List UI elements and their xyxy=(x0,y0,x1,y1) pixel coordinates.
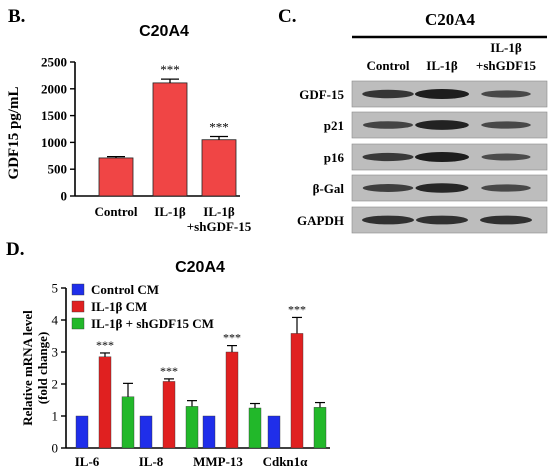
panel-d-bars: *** *** *** *** xyxy=(75,302,327,449)
panel-b-letter: B. xyxy=(8,6,25,27)
blot-band xyxy=(362,184,414,192)
x-category-label-il-1: IL-1β xyxy=(154,204,186,219)
significance-marker: *** xyxy=(160,364,178,378)
panel-c-letter: C. xyxy=(278,6,296,27)
lane-label-control: Control xyxy=(366,58,409,73)
blot-band xyxy=(415,89,469,99)
legend-swatch-control-cm xyxy=(71,283,85,296)
panel-d-x-labels: IL-6 IL-8 MMP-13 Cdkn1α xyxy=(75,454,308,469)
y-tick-label: 2 xyxy=(52,377,59,392)
bar-il-8-control-cm xyxy=(139,415,153,449)
bar-il-6-il-1-cm xyxy=(98,356,112,449)
y-tick-label: 2500 xyxy=(41,55,67,70)
bar-il-6-il-1-shgdf15-cm xyxy=(121,396,135,449)
panel-d-letter: D. xyxy=(6,239,24,260)
bar-mmp-13-control-cm xyxy=(202,415,216,449)
legend-label-il-1-cm: IL-1β CM xyxy=(91,299,147,314)
panel-d-title: C20A4 xyxy=(175,259,225,276)
blot-band xyxy=(481,90,531,98)
x-category-label-mmp-13: MMP-13 xyxy=(193,454,243,469)
y-tick-label: 4 xyxy=(52,313,59,328)
significance-marker: *** xyxy=(288,302,306,316)
panel-c-title: C20A4 xyxy=(425,10,476,29)
blot-band xyxy=(481,184,531,192)
y-tick-label: 0 xyxy=(52,441,59,456)
blot-band xyxy=(362,152,414,162)
panel-d-y-axis-label-line1: Relative mRNA level xyxy=(20,310,35,426)
bar-il-8-il-1-shgdf15-cm xyxy=(185,406,199,449)
legend-swatch-il-1-shgdf15-cm xyxy=(71,317,85,330)
y-tick-label: 1 xyxy=(52,409,59,424)
blot-band xyxy=(481,153,531,161)
protein-label-gapdh: GAPDH xyxy=(297,213,344,228)
significance-marker: *** xyxy=(209,120,229,135)
blot-band xyxy=(362,89,414,99)
bar-il-6-control-cm xyxy=(75,415,89,449)
panel-b-x-labels: Control IL-1β IL-1β +shGDF-15 xyxy=(94,204,251,234)
lane-label-il1b-shgdf15-line2: +shGDF15 xyxy=(476,58,537,73)
bar-mmp-13-il-1-shgdf15-cm xyxy=(248,407,262,449)
western-blot-strips: GDF-15 p21 p16 β-Gal GAPDH xyxy=(297,80,548,234)
lane-label-il1b: IL-1β xyxy=(426,58,458,73)
bar-mmp-13-il-1-cm xyxy=(225,351,239,449)
x-category-label-il-6: IL-6 xyxy=(75,454,100,469)
y-tick-label: 1500 xyxy=(41,108,67,123)
bar-il-8-il-1-cm xyxy=(162,381,176,449)
legend-swatch-il-1-cm xyxy=(71,300,85,313)
significance-marker: *** xyxy=(96,338,114,352)
panel-c: C. C20A4 Control IL-1β IL-1β +shGDF15 GD… xyxy=(278,6,548,234)
significance-marker: *** xyxy=(160,62,180,77)
panel-d-legend: Control CM IL-1β CM IL-1β + shGDF15 CM xyxy=(71,282,214,331)
blot-band xyxy=(415,183,469,193)
blot-band xyxy=(415,152,469,162)
legend-label-il-1-shgdf15-cm: IL-1β + shGDF15 CM xyxy=(91,316,214,331)
blot-band xyxy=(416,215,468,225)
panel-b: B. C20A4 GDF15 pg/mL 0 500 1000 1500 2000 250… xyxy=(6,6,252,234)
blot-band xyxy=(362,215,414,225)
bar-il-1 xyxy=(152,82,188,197)
panel-b-y-axis-label: GDF15 pg/mL xyxy=(6,87,22,180)
y-tick-label: 5 xyxy=(52,281,59,296)
bar-il-1-shgdf-15 xyxy=(201,139,237,197)
panel-d: D. C20A4 Relative mRNA level (fold chang… xyxy=(6,239,330,469)
bar-cdkn1-il-1-cm xyxy=(290,333,304,449)
panel-b-title: C20A4 xyxy=(139,23,189,40)
blot-band xyxy=(415,120,469,130)
blot-band xyxy=(481,121,531,129)
y-tick-label: 1000 xyxy=(41,135,67,150)
bar-cdkn1-control-cm xyxy=(267,415,281,449)
protein-label-p16: p16 xyxy=(324,150,345,165)
y-tick-label: 3 xyxy=(52,345,59,360)
significance-marker: *** xyxy=(223,331,241,345)
protein-label-p21: p21 xyxy=(324,118,344,133)
blot-band xyxy=(480,215,532,225)
y-tick-label: 500 xyxy=(48,162,68,177)
panel-b-axes: 0 500 1000 1500 2000 2500 xyxy=(41,55,240,204)
bar-control xyxy=(98,157,134,197)
y-tick-label: 2000 xyxy=(41,81,67,96)
lane-label-il1b-shgdf15-line1: IL-1β xyxy=(490,40,522,55)
bar-cdkn1-il-1-shgdf15-cm xyxy=(313,407,327,449)
y-tick-label: 0 xyxy=(61,189,68,204)
panel-b-bars: *** *** xyxy=(98,62,237,197)
x-category-label-control: Control xyxy=(94,204,137,219)
blot-band xyxy=(363,121,413,129)
protein-label-gdf-15: GDF-15 xyxy=(299,87,344,102)
panel-d-y-axis-label-line2: (fold change) xyxy=(35,332,50,405)
x-category-label-il-8: IL-8 xyxy=(139,454,164,469)
x-category-label-cdkn1: Cdkn1α xyxy=(263,454,309,469)
x-category-label-il-1-shgdf-15: IL-1β +shGDF-15 xyxy=(187,204,252,234)
protein-label-beta-gal: β-Gal xyxy=(313,181,345,196)
legend-label-control-cm: Control CM xyxy=(91,282,159,297)
